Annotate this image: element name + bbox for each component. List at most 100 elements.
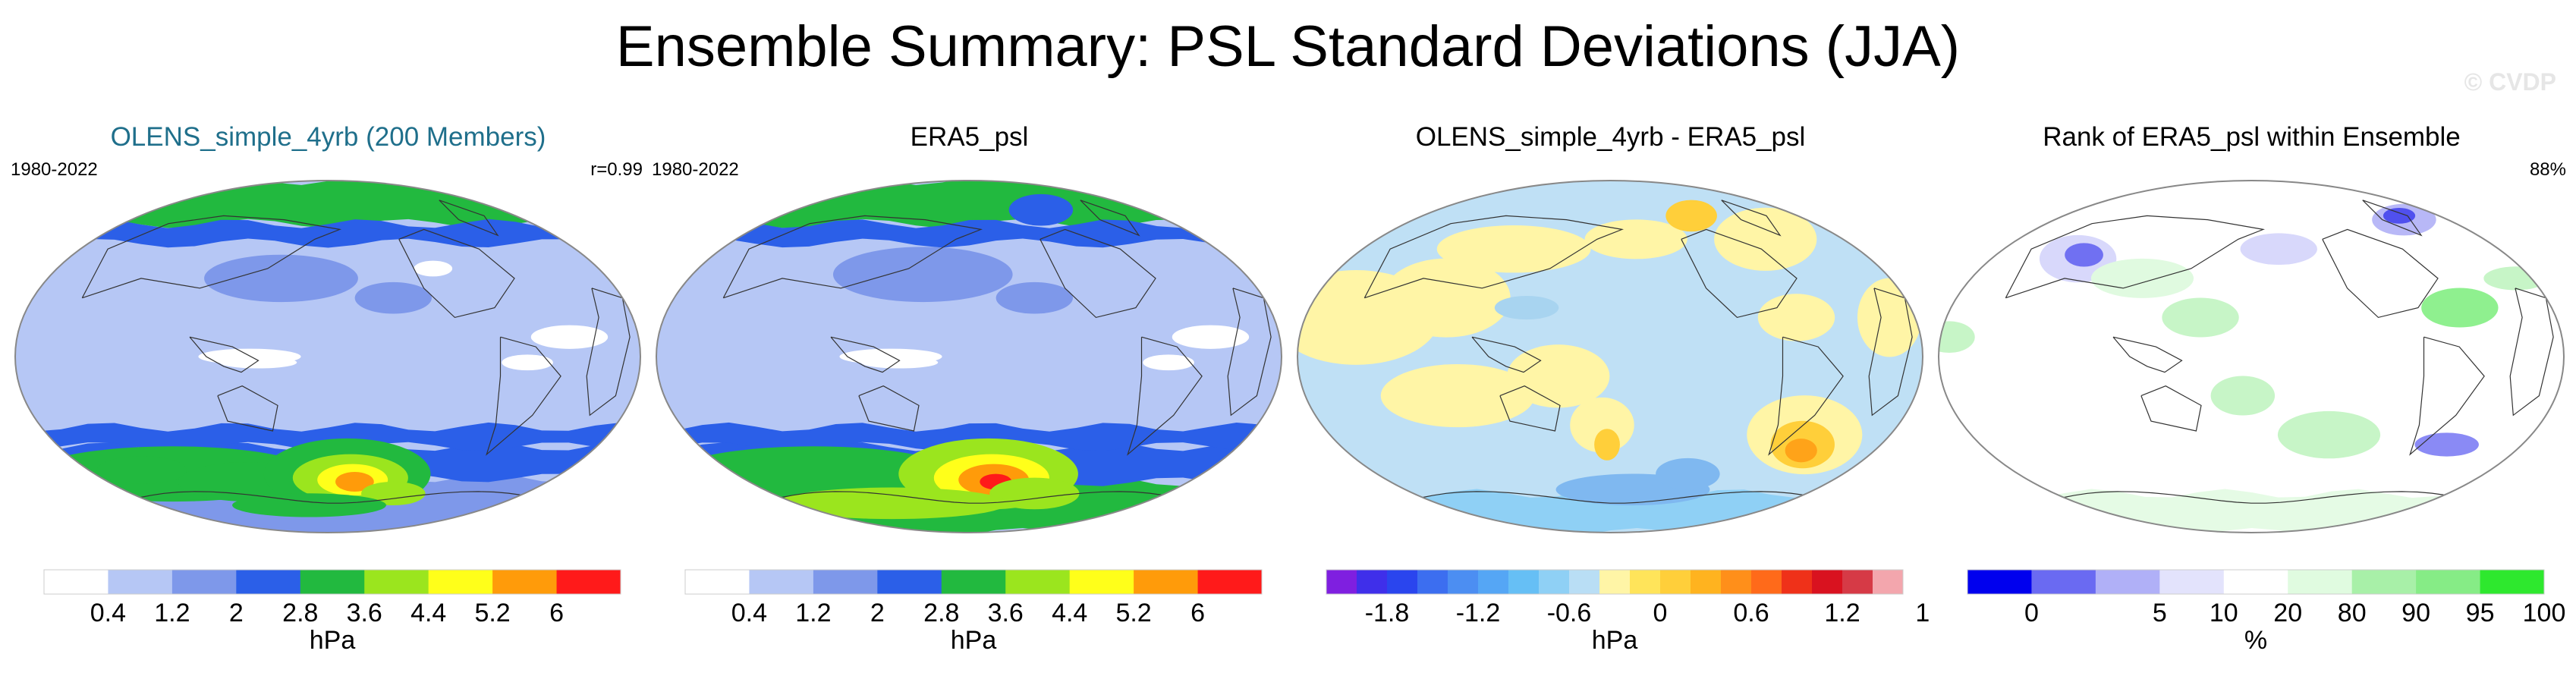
colorbar-swatch xyxy=(1691,570,1722,594)
panel-title: ERA5_psl xyxy=(910,122,1029,152)
colorbar-swatch xyxy=(2031,570,2096,594)
colorbar-swatch xyxy=(2480,570,2545,594)
colorbar-tick-label: 6 xyxy=(1190,599,1205,627)
colorbar-swatch xyxy=(749,570,814,594)
colorbar-frame xyxy=(1326,569,1904,595)
panel-difference: OLENS_simple_4yrb - ERA5_psl -1.8 -1.2 -0.… xyxy=(1290,114,1931,676)
coastline xyxy=(486,336,561,456)
coastline xyxy=(1681,228,1798,319)
global-map xyxy=(14,180,641,533)
colorbar-swatch xyxy=(428,570,493,594)
colorbar-swatch xyxy=(236,570,301,594)
contour-region xyxy=(1008,193,1074,226)
contour-region xyxy=(2421,288,2499,328)
contour-region xyxy=(2414,432,2479,457)
contour-region xyxy=(1507,344,1610,408)
coastline xyxy=(2063,491,2445,504)
colorbar-tick-label: -1.8 xyxy=(1365,599,1410,627)
colorbar-tick-label: 3.6 xyxy=(347,599,382,627)
contour-region xyxy=(2065,243,2103,267)
contour-region xyxy=(204,254,358,303)
colorbar-unit-label: hPa xyxy=(1592,626,1638,655)
colorbar-tick-label: 2 xyxy=(870,599,885,627)
rank-percent-label: 88% xyxy=(2529,159,2566,180)
coastline xyxy=(781,491,1162,504)
coastline xyxy=(2322,228,2439,319)
colorbar-tick-label: 1.2 xyxy=(154,599,190,627)
global-map xyxy=(1938,180,2565,533)
panel-title: Rank of ERA5_psl within Ensemble xyxy=(2043,122,2461,152)
coastline xyxy=(1768,336,1844,456)
contour-region xyxy=(361,481,426,506)
colorbar-swatch xyxy=(1005,570,1071,594)
colorbar-tick-label: 10 xyxy=(2210,599,2238,627)
contour-region xyxy=(2162,297,2239,338)
colorbar-swatch xyxy=(1417,570,1448,594)
contour-region xyxy=(776,487,1008,520)
coastline xyxy=(140,491,521,504)
colorbar-swatch xyxy=(1660,570,1691,594)
colorbar-tick-label: 0.4 xyxy=(90,599,126,627)
colorbar-swatch xyxy=(492,570,558,594)
colorbar-tick-label: 1.2 xyxy=(1824,599,1860,627)
contour-region xyxy=(832,247,1013,303)
contour-region xyxy=(502,354,553,371)
contour-region xyxy=(1857,278,1922,357)
contour-region xyxy=(1382,258,1511,338)
contour-region xyxy=(414,260,453,277)
contour-region xyxy=(995,281,1074,314)
coastline xyxy=(1040,228,1156,319)
coastline xyxy=(439,200,499,237)
colorbar-swatch xyxy=(1630,570,1661,594)
colorbar-unit-label: hPa xyxy=(310,626,356,655)
colorbar-unit-label: hPa xyxy=(951,626,997,655)
colorbar-swatch xyxy=(1569,570,1600,594)
colorbar-swatch xyxy=(1967,570,2032,594)
contour-region xyxy=(2090,258,2194,298)
contour-band xyxy=(15,181,640,228)
coastline xyxy=(2362,200,2423,237)
colorbar-tick-label: 4.4 xyxy=(1052,599,1087,627)
colorbar-tick-label: 5 xyxy=(2153,599,2167,627)
colorbar-swatch xyxy=(1508,570,1540,594)
colorbar: 0.4 1.2 2 2.8 3.6 4.4 5.2 6 hPa xyxy=(684,569,1263,655)
colorbar-tick-label: 1.2 xyxy=(795,599,831,627)
contour-region xyxy=(2383,208,2416,224)
contour-band xyxy=(656,219,1282,248)
contour-region xyxy=(1436,225,1591,273)
colorbar-tick-label: 2.8 xyxy=(282,599,318,627)
contour-region xyxy=(2240,233,2317,266)
colorbar-swatch xyxy=(108,570,173,594)
colorbar-swatch xyxy=(2416,570,2481,594)
contour-region xyxy=(1494,295,1559,320)
contour-region xyxy=(1757,294,1835,341)
contour-region xyxy=(1665,200,1717,232)
colorbar-swatch xyxy=(1842,570,1873,594)
colorbar-tick-label: -0.6 xyxy=(1547,599,1592,627)
contour-band xyxy=(15,422,640,451)
map-border xyxy=(14,180,641,533)
period-label: 1980-2022 xyxy=(11,159,98,180)
coastline xyxy=(2140,385,2202,432)
coastline xyxy=(586,288,631,417)
colorbar-tick-label: 0 xyxy=(1653,599,1668,627)
map-border xyxy=(1938,180,2565,533)
colorbar-tick-label: 100 xyxy=(2523,599,2566,627)
contour-region xyxy=(232,493,386,517)
coastline xyxy=(2112,336,2183,373)
contour-region xyxy=(1594,429,1620,461)
colorbar-swatch xyxy=(300,570,365,594)
watermark: © CVDP xyxy=(2464,68,2556,96)
panel-era5: ERA5_psl 1980-2022 0.4 1.2 2 2.8 3.6 4.4 5.2 6 h… xyxy=(649,114,1290,676)
panel-ensemble-mean: OLENS_simple_4yrb (200 Members) 1980-202… xyxy=(8,114,649,676)
colorbar-swatch xyxy=(2159,570,2225,594)
global-map xyxy=(656,180,1282,533)
colorbar-tick-label: 95 xyxy=(2466,599,2495,627)
colorbar-swatch xyxy=(1812,570,1843,594)
colorbar-swatch xyxy=(941,570,1006,594)
colorbar-frame xyxy=(43,569,621,595)
contour-region xyxy=(2210,376,2276,416)
colorbar-frame xyxy=(1967,569,2545,595)
contour-band xyxy=(656,422,1282,451)
colorbar-swatch xyxy=(877,570,942,594)
